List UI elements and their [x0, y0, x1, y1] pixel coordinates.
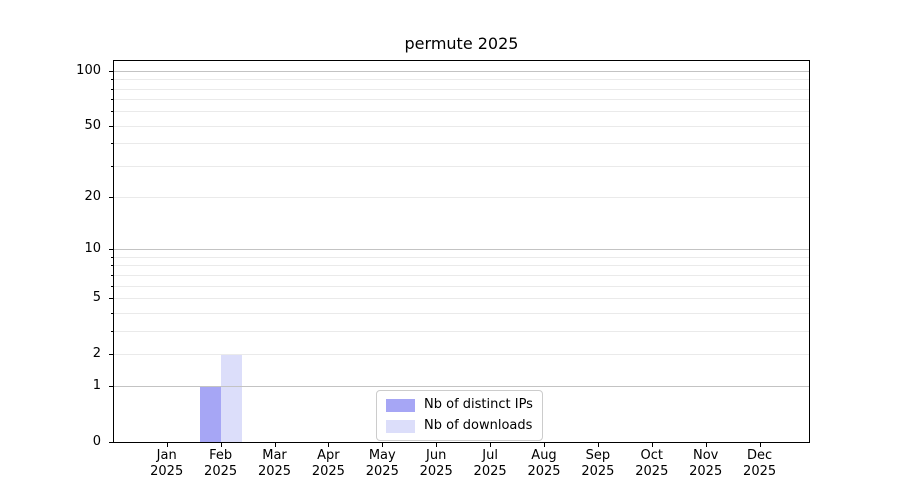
x-tick-label-oct: Oct 2025 — [635, 448, 669, 479]
y-tick-mark — [109, 70, 113, 72]
y-tick-label: 1 — [92, 378, 101, 394]
legend-label-downloads: Nb of downloads — [424, 418, 533, 433]
y-tick-label: 100 — [76, 62, 101, 78]
y-tick-mark — [109, 197, 113, 199]
y-tick-mark-minor — [111, 143, 113, 145]
x-tick-mark — [651, 443, 653, 447]
legend-item-distinct-ips: Nb of distinct IPs — [386, 397, 533, 413]
y-tick-mark — [109, 442, 113, 443]
y-tick-mark-minor — [111, 285, 113, 287]
x-tick-label-nov: Nov 2025 — [689, 448, 723, 479]
x-tick-mark — [436, 443, 438, 447]
bar-nb-of-downloads — [220, 353, 242, 442]
y-tick-mark-minor — [111, 265, 113, 267]
bars-layer — [114, 61, 809, 442]
y-tick-mark-minor — [111, 99, 113, 101]
y-tick-label: 50 — [84, 117, 101, 133]
y-tick-mark — [109, 353, 113, 355]
x-tick-mark — [490, 443, 492, 447]
y-tick-mark-minor — [111, 330, 113, 332]
plot-area: Nb of distinct IPs Nb of downloads — [113, 60, 810, 443]
x-tick-label-sep: Sep 2025 — [581, 448, 615, 479]
x-tick-mark — [166, 443, 168, 447]
x-tick-label-jun: Jun 2025 — [419, 448, 453, 479]
legend-label-distinct-ips: Nb of distinct IPs — [424, 397, 533, 412]
y-tick-mark — [109, 386, 113, 388]
x-tick-label-dec: Dec 2025 — [743, 448, 777, 479]
x-tick-label-apr: Apr 2025 — [311, 448, 345, 479]
y-tick-mark-minor — [111, 165, 113, 167]
y-tick-label: 0 — [92, 434, 101, 449]
y-tick-label: 20 — [84, 189, 101, 205]
legend: Nb of distinct IPs Nb of downloads — [376, 390, 543, 441]
y-tick-mark-minor — [111, 312, 113, 314]
x-tick-mark — [382, 443, 384, 447]
x-tick-mark — [274, 443, 276, 447]
y-tick-mark — [109, 297, 113, 299]
y-tick-mark — [109, 125, 113, 127]
y-tick-mark-minor — [111, 256, 113, 258]
x-tick-label-aug: Aug 2025 — [527, 448, 561, 479]
y-tick-mark — [109, 249, 113, 251]
x-tick-mark — [705, 443, 707, 447]
legend-swatch-downloads — [386, 419, 415, 433]
y-tick-mark-minor — [111, 79, 113, 81]
x-tick-mark — [220, 443, 222, 447]
x-tick-mark — [759, 443, 761, 447]
x-tick-label-mar: Mar 2025 — [257, 448, 292, 479]
bar-nb-of-distinct-ips — [199, 386, 221, 442]
y-tick-label: 2 — [92, 345, 101, 361]
x-tick-label-jan: Jan 2025 — [150, 448, 184, 479]
chart-title: permute 2025 — [404, 34, 519, 53]
y-tick-mark-minor — [111, 88, 113, 90]
legend-swatch-distinct-ips — [386, 398, 415, 412]
legend-item-downloads: Nb of downloads — [386, 418, 533, 434]
x-tick-label-jul: Jul 2025 — [473, 448, 507, 479]
y-tick-label: 5 — [92, 289, 101, 305]
x-tick-mark — [328, 443, 330, 447]
y-tick-mark-minor — [111, 274, 113, 276]
x-tick-mark — [544, 443, 545, 447]
y-tick-mark-minor — [111, 111, 113, 113]
x-tick-label-may: May 2025 — [365, 448, 399, 479]
y-tick-label: 10 — [84, 241, 101, 257]
x-tick-mark — [597, 443, 599, 447]
x-tick-label-feb: Feb 2025 — [204, 448, 238, 479]
